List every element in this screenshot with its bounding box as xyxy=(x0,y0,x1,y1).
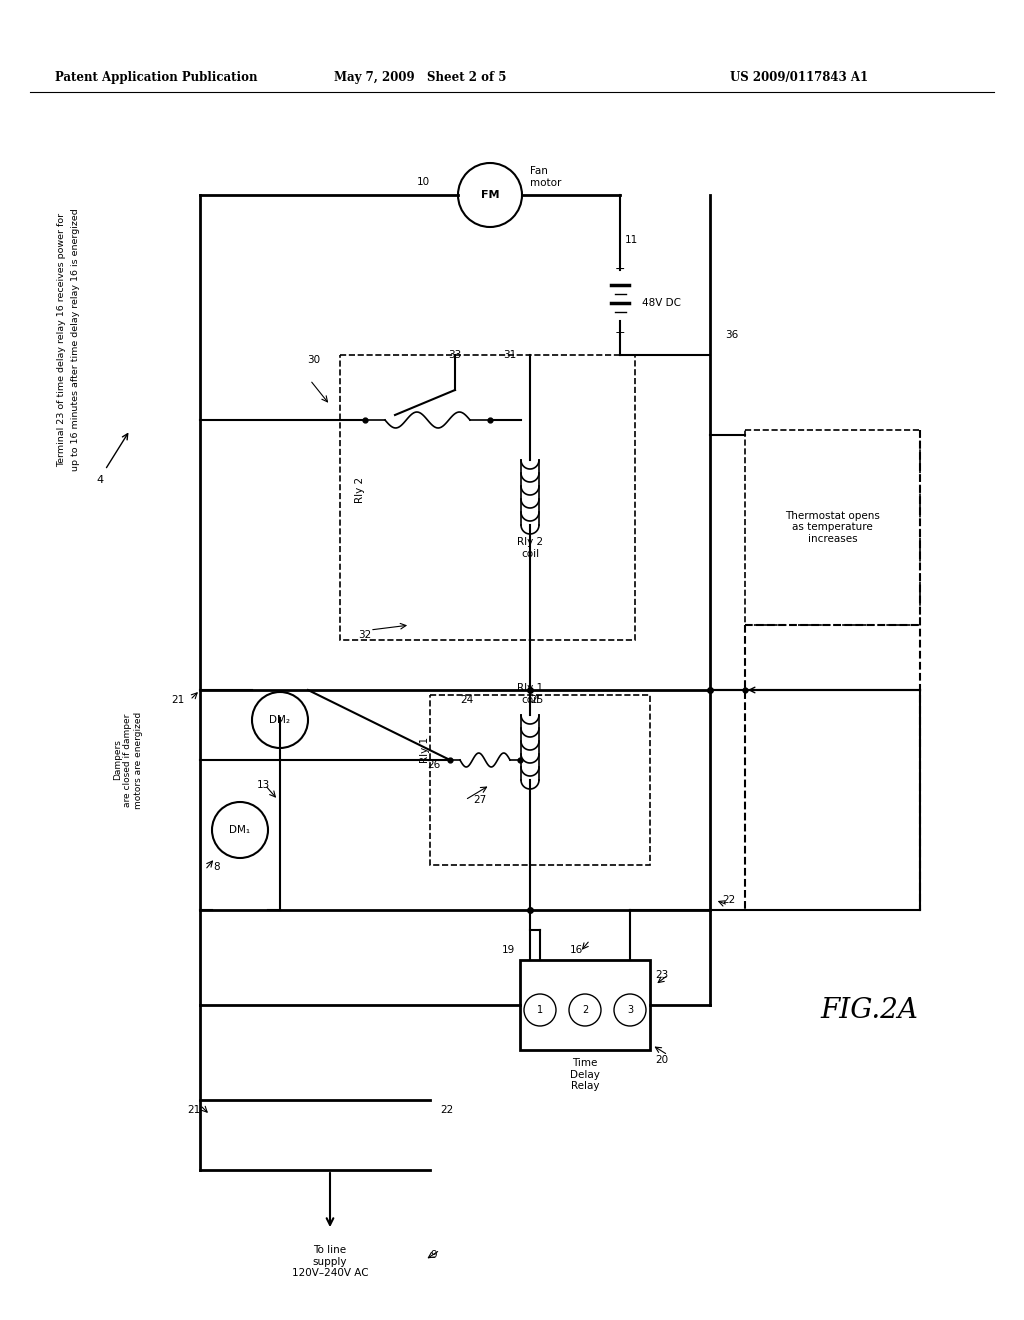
Text: 2: 2 xyxy=(582,1005,588,1015)
Text: 26: 26 xyxy=(427,760,440,770)
Text: 19: 19 xyxy=(502,945,515,954)
Text: Rly 1
coil: Rly 1 coil xyxy=(517,684,543,705)
Text: Thermostat opens
as temperature
increases: Thermostat opens as temperature increase… xyxy=(785,511,880,544)
Bar xyxy=(520,960,650,1049)
Bar xyxy=(430,696,650,865)
Bar xyxy=(745,430,920,624)
Text: 33: 33 xyxy=(449,350,462,360)
Text: Fan
motor: Fan motor xyxy=(530,166,561,187)
Text: Rly 1: Rly 1 xyxy=(420,737,430,763)
Text: 22: 22 xyxy=(722,895,735,906)
Text: −: − xyxy=(614,263,626,276)
Text: 8: 8 xyxy=(213,862,220,873)
Text: Rly 2
coil: Rly 2 coil xyxy=(517,537,543,558)
Text: Patent Application Publication: Patent Application Publication xyxy=(55,71,257,84)
Text: To line
supply
120V–240V AC: To line supply 120V–240V AC xyxy=(292,1245,369,1278)
Text: 21: 21 xyxy=(186,1105,200,1115)
Text: US 2009/0117843 A1: US 2009/0117843 A1 xyxy=(730,71,868,84)
Text: 4: 4 xyxy=(96,475,103,484)
Text: 36: 36 xyxy=(725,330,738,341)
Text: FIG.2A: FIG.2A xyxy=(820,997,918,1023)
Text: 20: 20 xyxy=(655,1055,668,1065)
Text: 21: 21 xyxy=(172,696,185,705)
Bar xyxy=(340,355,635,640)
Text: 24: 24 xyxy=(460,696,473,705)
Text: DM₂: DM₂ xyxy=(269,715,291,725)
Text: Time
Delay
Relay: Time Delay Relay xyxy=(570,1059,600,1092)
Text: 27: 27 xyxy=(473,795,486,805)
Text: up to 16 minutes after time delay relay 16 is energized: up to 16 minutes after time delay relay … xyxy=(72,209,81,471)
Text: 11: 11 xyxy=(625,235,638,246)
Text: May 7, 2009   Sheet 2 of 5: May 7, 2009 Sheet 2 of 5 xyxy=(334,71,506,84)
Text: FM: FM xyxy=(480,190,500,201)
Text: 30: 30 xyxy=(307,355,319,366)
Text: 9: 9 xyxy=(430,1250,436,1261)
Text: 23: 23 xyxy=(655,970,669,979)
Text: 22: 22 xyxy=(440,1105,454,1115)
Text: 25: 25 xyxy=(530,696,544,705)
Text: Terminal 23 of time delay relay 16 receives power for: Terminal 23 of time delay relay 16 recei… xyxy=(57,213,67,467)
Text: Dampers
are closed if damper
motors are energized: Dampers are closed if damper motors are … xyxy=(113,711,143,809)
Text: 13: 13 xyxy=(257,780,270,789)
Text: +: + xyxy=(614,326,626,338)
Text: Rly 2: Rly 2 xyxy=(355,477,365,503)
Text: DM₁: DM₁ xyxy=(229,825,251,836)
Text: 1: 1 xyxy=(537,1005,543,1015)
Text: 48V DC: 48V DC xyxy=(642,298,681,308)
Text: 3: 3 xyxy=(627,1005,633,1015)
Text: 10: 10 xyxy=(417,177,430,187)
Text: 16: 16 xyxy=(570,945,584,954)
Text: 32: 32 xyxy=(358,630,372,640)
Text: 31: 31 xyxy=(504,350,517,360)
